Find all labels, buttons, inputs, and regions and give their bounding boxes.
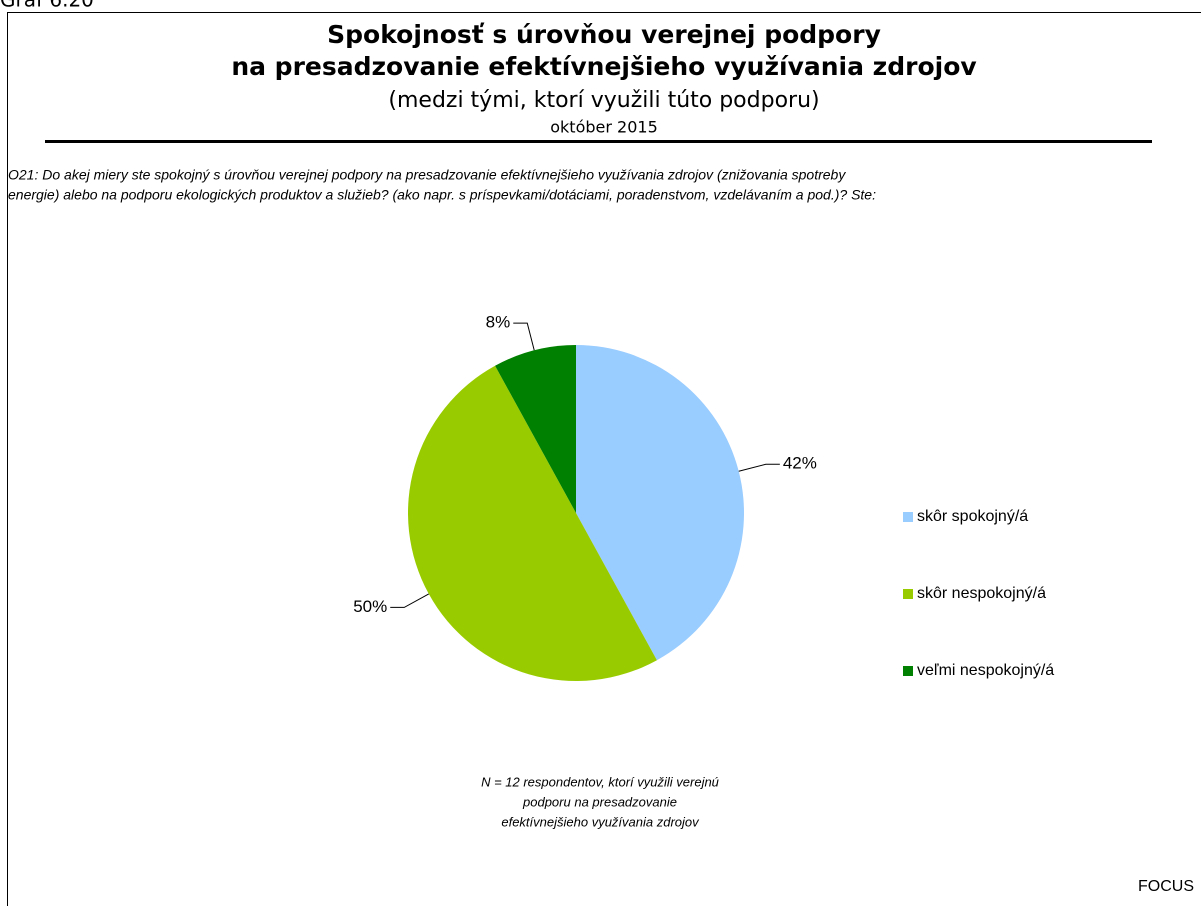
figure-label: Graf 6.20 xyxy=(0,0,94,12)
legend-swatch xyxy=(903,589,913,599)
legend-label: veľmi nespokojný/á xyxy=(917,662,1054,679)
data-label: 8% xyxy=(486,313,511,332)
data-label: 50% xyxy=(353,597,387,616)
subtitle: (medzi tými, ktorí využili túto podporu) xyxy=(388,88,819,113)
legend-label: skôr nespokojný/á xyxy=(917,585,1046,602)
chart-title: na presadzovanie efektívnejšieho využíva… xyxy=(231,52,976,81)
leader-line xyxy=(739,464,780,471)
source: FOCUS xyxy=(1138,878,1194,895)
date: október 2015 xyxy=(550,118,658,137)
leader-line xyxy=(513,323,534,350)
note: podporu na presadzovanie xyxy=(522,794,677,809)
legend-swatch xyxy=(903,512,913,522)
question: O21: Do akej miery ste spokojný s úrovňo… xyxy=(8,167,846,183)
question: energie) alebo na podporu ekologických p… xyxy=(8,187,876,203)
legend-swatch xyxy=(903,666,913,676)
leader-line xyxy=(390,594,429,607)
note: N = 12 respondentov, ktorí využili verej… xyxy=(481,774,719,789)
note: efektívnejšieho využívania zdrojov xyxy=(501,814,700,829)
data-label: 42% xyxy=(783,454,817,473)
legend-label: skôr spokojný/á xyxy=(917,508,1028,525)
chart-title: Spokojnosť s úrovňou verejnej podpory xyxy=(327,20,881,49)
